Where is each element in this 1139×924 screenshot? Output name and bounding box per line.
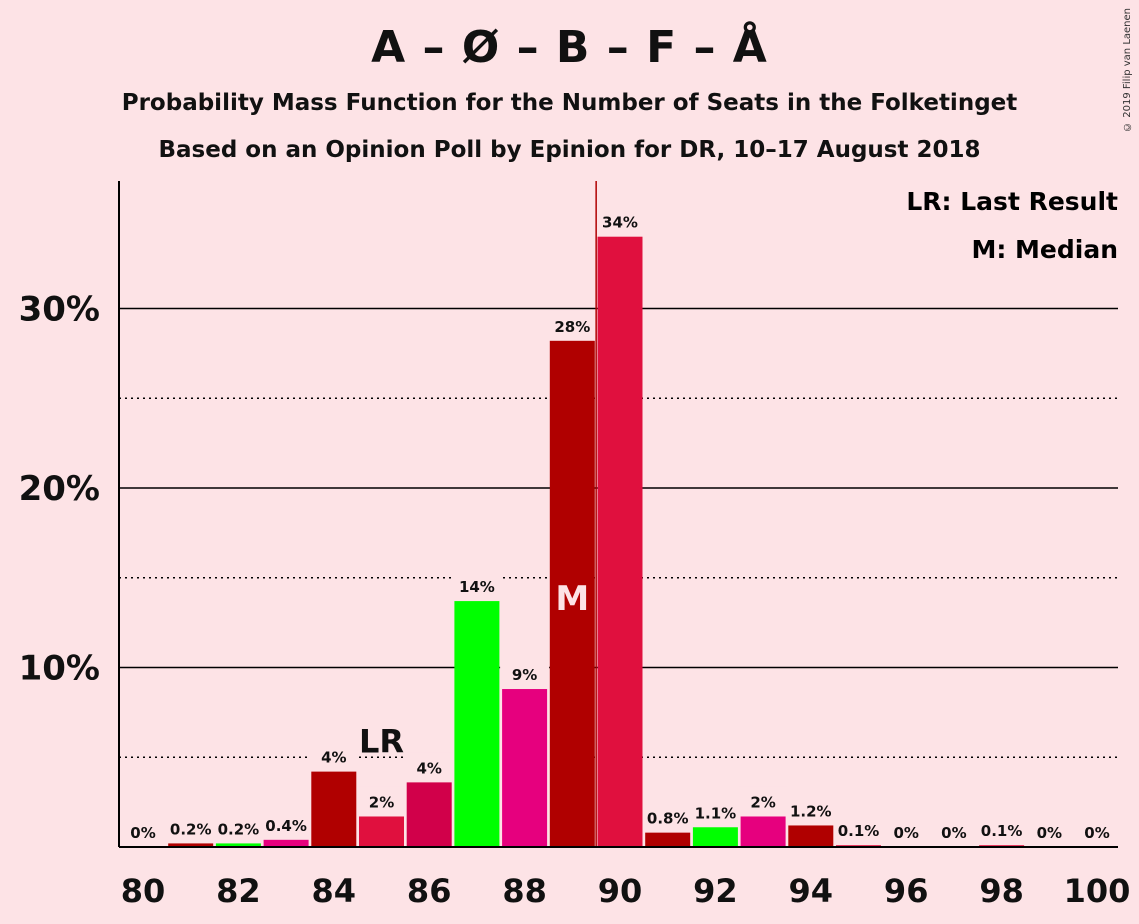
x-tick-label: 98: [979, 872, 1024, 910]
data-label-96: 0%: [893, 824, 918, 842]
data-label-81: 0.2%: [170, 820, 212, 838]
bar-label-backdrop: [404, 752, 454, 783]
legend-median: M: Median: [971, 235, 1118, 264]
x-tick-label: 82: [216, 872, 261, 910]
bar-label-backdrop: [1081, 819, 1113, 845]
data-label-92: 1.1%: [695, 804, 737, 822]
bar-label-backdrop: [357, 786, 406, 817]
y-tick-label: 20%: [19, 469, 100, 509]
data-label-85: 2%: [369, 793, 394, 811]
bar-91: [645, 832, 691, 847]
bar-label-backdrop: [890, 819, 923, 845]
data-label-93: 2%: [750, 793, 775, 811]
bar-86: [406, 782, 452, 847]
data-label-87: 14%: [459, 578, 495, 596]
chart-title: A – Ø – B – F – Å: [371, 22, 768, 73]
bar-label-backdrop: [452, 571, 502, 602]
bar-label-backdrop: [738, 786, 788, 817]
chart-subtitle: Probability Mass Function for the Number…: [121, 90, 1018, 116]
bar-85: [359, 816, 404, 847]
bar-84: [311, 771, 357, 847]
data-label-91: 0.8%: [647, 810, 689, 828]
x-tick-label: 88: [502, 872, 547, 910]
x-tick-label: 92: [693, 872, 738, 910]
bar-label-backdrop: [166, 813, 216, 844]
bar-89: [549, 340, 595, 847]
data-label-83: 0.4%: [265, 817, 307, 835]
data-label-82: 0.2%: [218, 820, 260, 838]
x-tick-label: 90: [598, 872, 643, 910]
bar-label-backdrop: [834, 815, 883, 846]
data-label-80: 0%: [130, 824, 155, 842]
data-label-100: 0%: [1084, 824, 1109, 842]
data-labels: 0% 0.2% 0.2% 0.4% 4% 2% 4% 14% 9% 28% 34% 0.8% 1.1% 2…: [130, 181, 1110, 847]
data-label-94: 1.2%: [790, 802, 832, 820]
bar-label-backdrop: [500, 659, 550, 690]
bar-94: [788, 825, 834, 847]
bar-label-backdrop: [1033, 819, 1066, 845]
data-label-98: 0.1%: [981, 822, 1023, 840]
bar-label-backdrop: [595, 206, 645, 237]
bar-label-backdrop: [690, 797, 740, 828]
bar-83: [263, 839, 309, 847]
x-tick-label: 96: [884, 872, 929, 910]
data-label-97: 0%: [941, 824, 966, 842]
legend-last-result: LR: Last Result: [906, 187, 1118, 216]
bar-label-backdrop: [127, 819, 159, 845]
last-result-marker: LR: [359, 722, 404, 760]
y-tick-label: 10%: [19, 649, 100, 689]
bar-label-backdrop: [937, 819, 970, 845]
data-label-84: 4%: [321, 749, 346, 767]
data-label-89: 28%: [554, 318, 590, 336]
data-label-88: 9%: [512, 666, 537, 684]
data-label-95: 0.1%: [838, 822, 880, 840]
bar-label-backdrop: [547, 310, 597, 341]
data-label-86: 4%: [416, 759, 441, 777]
x-tick-label: 100: [1064, 872, 1131, 910]
bar-label-backdrop: [977, 815, 1027, 846]
bars: [127, 206, 1113, 847]
chart-subtitle-2: Based on an Opinion Poll by Epinion for …: [158, 137, 981, 163]
x-tick-label: 80: [121, 872, 166, 910]
x-tick-label: 94: [789, 872, 834, 910]
bar-label-backdrop: [786, 795, 836, 826]
bar-81: [168, 843, 214, 847]
x-tick-label: 84: [312, 872, 357, 910]
bar-82: [215, 843, 261, 847]
bar-label-backdrop: [261, 809, 311, 840]
y-tick-label: 30%: [19, 290, 100, 330]
bar-label-backdrop: [643, 802, 693, 833]
x-tick-label: 86: [407, 872, 452, 910]
data-label-90: 34%: [602, 214, 638, 232]
bar-93: [740, 816, 786, 847]
median-marker: M: [555, 579, 589, 619]
bar-88: [502, 689, 548, 847]
bar-label-backdrop: [309, 741, 359, 772]
data-label-99: 0%: [1037, 824, 1062, 842]
axes: 10% 20% 30% 80 82 84 86 88 90 92 94 96 98 100: [19, 181, 1131, 910]
bar-92: [692, 827, 738, 847]
bar-90: [597, 236, 643, 847]
bar-87: [454, 601, 500, 847]
bar-label-backdrop: [213, 813, 263, 844]
